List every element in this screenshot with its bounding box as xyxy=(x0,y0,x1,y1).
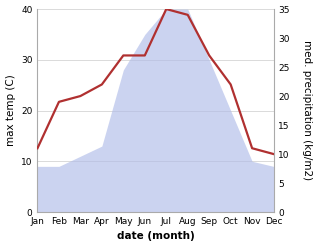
Y-axis label: med. precipitation (kg/m2): med. precipitation (kg/m2) xyxy=(302,41,313,181)
Y-axis label: max temp (C): max temp (C) xyxy=(5,75,16,146)
X-axis label: date (month): date (month) xyxy=(117,231,194,242)
